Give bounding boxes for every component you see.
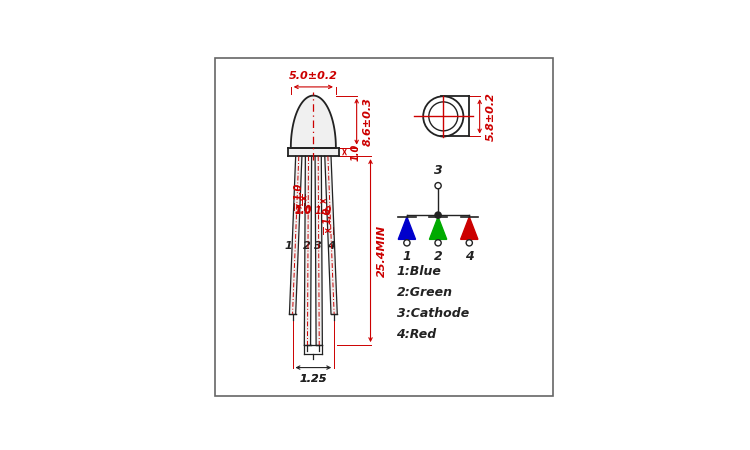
Polygon shape bbox=[430, 217, 447, 239]
Text: 1.0: 1.0 bbox=[323, 207, 333, 225]
Polygon shape bbox=[441, 96, 470, 136]
Text: 25.4MIN: 25.4MIN bbox=[376, 225, 387, 277]
Text: 4: 4 bbox=[328, 241, 335, 251]
Text: 3: 3 bbox=[314, 241, 322, 251]
Circle shape bbox=[435, 240, 441, 246]
Text: 5.8±0.2: 5.8±0.2 bbox=[486, 92, 496, 141]
Text: 1: 1 bbox=[403, 250, 411, 263]
Text: 1.0: 1.0 bbox=[294, 183, 304, 200]
Polygon shape bbox=[315, 156, 322, 345]
Text: 4:Red: 4:Red bbox=[397, 328, 436, 341]
Text: 3: 3 bbox=[433, 164, 442, 177]
Polygon shape bbox=[325, 156, 338, 314]
Text: 2: 2 bbox=[433, 250, 442, 263]
Polygon shape bbox=[460, 217, 478, 239]
Polygon shape bbox=[291, 95, 336, 148]
Text: 4: 4 bbox=[465, 250, 474, 263]
Text: 2: 2 bbox=[303, 241, 310, 251]
Polygon shape bbox=[304, 156, 311, 345]
Text: 5.0±0.2: 5.0±0.2 bbox=[289, 71, 338, 81]
Text: 1.0: 1.0 bbox=[351, 143, 361, 161]
Polygon shape bbox=[398, 217, 416, 239]
Text: 1.25: 1.25 bbox=[299, 374, 327, 384]
Text: 1:Blue: 1:Blue bbox=[397, 266, 442, 279]
Text: 2:Green: 2:Green bbox=[397, 286, 452, 299]
Circle shape bbox=[435, 183, 441, 189]
Circle shape bbox=[404, 240, 410, 246]
Circle shape bbox=[429, 102, 457, 131]
Text: 1.0: 1.0 bbox=[314, 207, 332, 216]
Text: 1.0: 1.0 bbox=[295, 205, 312, 215]
Text: 1: 1 bbox=[284, 241, 292, 251]
Text: 1.25: 1.25 bbox=[299, 374, 327, 384]
Circle shape bbox=[466, 240, 472, 246]
Polygon shape bbox=[290, 156, 302, 314]
Text: 3:Cathode: 3:Cathode bbox=[397, 307, 469, 320]
Circle shape bbox=[423, 96, 464, 136]
Polygon shape bbox=[288, 148, 339, 156]
Text: 1.0: 1.0 bbox=[295, 207, 312, 216]
Text: 8.6±0.3: 8.6±0.3 bbox=[363, 97, 373, 146]
Circle shape bbox=[435, 212, 441, 218]
